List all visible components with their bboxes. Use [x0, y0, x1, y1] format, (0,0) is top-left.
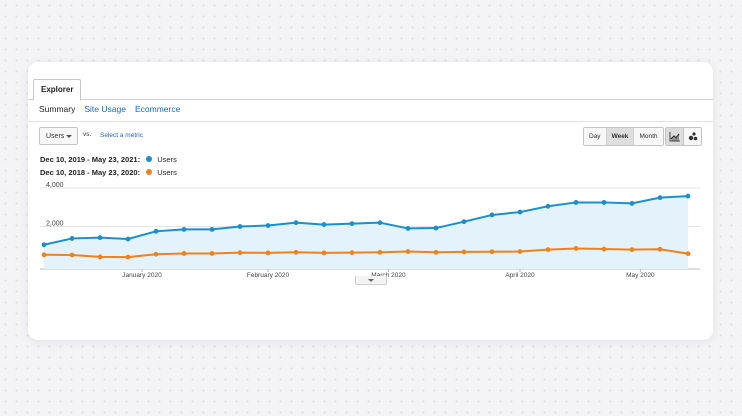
chart-resize-handle[interactable]: [355, 276, 387, 285]
tab-explorer[interactable]: Explorer: [33, 79, 82, 101]
data-point-0: [153, 228, 159, 234]
data-point-1: [629, 247, 635, 252]
x-tick-label: May 2020: [626, 272, 655, 279]
data-point-0: [209, 226, 215, 232]
data-point-1: [265, 250, 271, 256]
data-point-0: [321, 222, 327, 227]
data-point-0: [461, 219, 467, 225]
data-point-0: [349, 221, 355, 227]
divider: [28, 121, 713, 122]
data-point-1: [237, 250, 243, 256]
y-tick-label: 2,000: [46, 221, 64, 228]
data-point-0: [573, 200, 579, 205]
x-tick-label: January 2020: [122, 272, 162, 279]
data-point-1: [489, 249, 495, 255]
data-point-0: [181, 226, 187, 232]
data-point-0: [601, 200, 607, 205]
data-point-0: [629, 201, 635, 206]
legend-previous-metric: Users: [157, 168, 177, 177]
tab-bar: Explorer: [28, 62, 713, 101]
subtab-site-usage[interactable]: Site Usage: [84, 104, 126, 114]
data-point-0: [433, 225, 439, 231]
data-point-0: [293, 220, 299, 226]
data-point-0: [69, 236, 75, 241]
explorer-card: Explorer Summary Site Usage Ecommerce Us…: [28, 62, 713, 340]
data-point-1: [517, 249, 523, 254]
range-week-button[interactable]: Week: [606, 128, 635, 145]
data-point-1: [433, 249, 439, 255]
data-point-0: [657, 195, 663, 201]
legend-current: Dec 10, 2019 - May 23, 2021: Users: [40, 155, 177, 164]
data-point-1: [657, 246, 663, 252]
chart-type-buttons: [665, 127, 702, 146]
metric-dropdown-value: Users: [46, 133, 65, 140]
legend-current-period: Dec 10, 2019 - May 23, 2021:: [40, 155, 141, 164]
data-point-1: [209, 251, 215, 256]
chevron-down-icon: [66, 135, 72, 138]
data-point-1: [69, 252, 75, 258]
legend-previous-swatch: [146, 169, 153, 175]
motion-chart-icon[interactable]: [684, 128, 701, 145]
data-point-0: [377, 220, 383, 226]
time-range-buttons: Day Week Month: [583, 127, 664, 146]
data-point-1: [545, 247, 551, 252]
legend-current-metric: Users: [157, 155, 177, 164]
data-point-1: [601, 246, 607, 252]
data-point-0: [41, 242, 47, 248]
data-point-1: [349, 250, 355, 256]
data-point-1: [573, 246, 579, 251]
data-point-0: [517, 209, 523, 215]
data-point-1: [293, 249, 299, 255]
data-point-1: [153, 251, 159, 257]
data-point-0: [685, 193, 691, 199]
legend-current-swatch: [146, 156, 153, 162]
data-point-1: [181, 251, 187, 256]
series-area-fill: [44, 196, 688, 269]
legend-previous-period: Dec 10, 2018 - May 23, 2020:: [40, 168, 141, 177]
x-tick-label: March 2020: [371, 272, 406, 279]
range-month-button[interactable]: Month: [634, 128, 663, 145]
y-tick-label: 4,000: [46, 182, 64, 189]
users-line-chart: 4,000 2,000 January 2020 February 2020 March…: [40, 182, 700, 279]
data-point-0: [125, 236, 131, 242]
select-metric-link[interactable]: Select a metric: [100, 132, 143, 139]
chevron-down-icon: [368, 279, 374, 282]
line-chart-icon[interactable]: [666, 128, 684, 145]
metric-dropdown[interactable]: Users: [39, 127, 78, 145]
legend-previous: Dec 10, 2018 - May 23, 2020: Users: [40, 168, 177, 177]
data-point-0: [405, 226, 411, 231]
data-point-1: [377, 249, 383, 255]
data-point-1: [405, 249, 411, 254]
range-day-button[interactable]: Day: [584, 128, 607, 145]
x-tick-label: February 2020: [247, 272, 290, 279]
data-point-1: [97, 254, 103, 260]
data-point-0: [545, 203, 551, 209]
series-line-0: [43, 195, 689, 246]
data-point-1: [321, 250, 327, 256]
vs-label: vs.: [83, 131, 92, 138]
data-point-0: [97, 235, 103, 241]
x-tick-label: April 2020: [505, 272, 535, 279]
data-point-1: [461, 249, 467, 255]
data-point-1: [41, 252, 47, 258]
subtab-nav: Summary Site Usage Ecommerce: [39, 104, 180, 114]
subtab-ecommerce[interactable]: Ecommerce: [134, 104, 181, 114]
data-point-1: [685, 251, 691, 257]
data-point-0: [489, 212, 495, 218]
data-point-1: [125, 254, 131, 260]
subtab-summary[interactable]: Summary: [39, 104, 76, 114]
series-line-1: [43, 247, 689, 259]
data-point-0: [237, 224, 243, 229]
data-point-0: [265, 223, 271, 228]
